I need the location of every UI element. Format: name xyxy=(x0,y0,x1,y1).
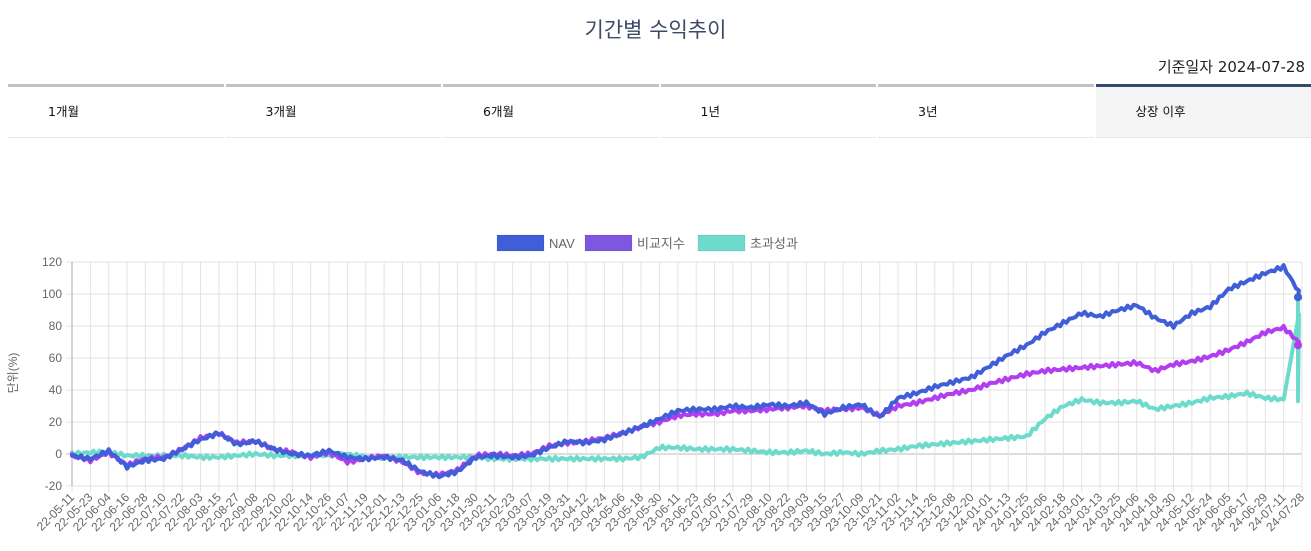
legend-item-benchmark[interactable]: 비교지수 xyxy=(584,234,685,252)
y-tick-label: 80 xyxy=(49,319,63,333)
tab-1-year[interactable]: 1년 xyxy=(660,84,876,138)
chart-series xyxy=(70,263,1302,480)
tab-3-years[interactable]: 3년 xyxy=(878,84,1094,138)
y-tick-label: 100 xyxy=(42,287,62,301)
base-date-value: 2024-07-28 xyxy=(1217,58,1305,76)
tab-6-months[interactable]: 6개월 xyxy=(443,84,659,138)
period-tabs: 1개월 3개월 6개월 1년 3년 상장 이후 xyxy=(8,84,1311,138)
legend-swatch xyxy=(697,234,746,252)
legend-item-excess[interactable]: 초과성과 xyxy=(697,234,798,252)
series-line-nav[interactable] xyxy=(70,263,1301,480)
y-axis-label: 단위(%) xyxy=(6,353,20,394)
legend-label: 비교지수 xyxy=(637,236,685,251)
tab-3-months[interactable]: 3개월 xyxy=(225,84,441,138)
y-tick-label: 20 xyxy=(49,415,63,429)
series-endpoint[interactable] xyxy=(1294,341,1302,350)
x-axis-ticks: 22-05-1122-05-2322-06-0422-06-1622-06-28… xyxy=(34,490,1307,534)
page-title: 기간별 수익추이 xyxy=(584,18,727,42)
base-date: 기준일자 2024-07-28 xyxy=(1158,56,1305,77)
return-trend-chart: -20 0 20 40 60 80 100 120 22-05-1122-05-2322-06… xyxy=(6,234,1307,534)
y-tick-label: 0 xyxy=(55,447,62,461)
base-date-label: 기준일자 xyxy=(1157,58,1214,76)
legend-label: NAV xyxy=(549,236,575,251)
legend-label: 초과성과 xyxy=(750,236,798,251)
chart-legend: NAV 비교지수 초과성과 xyxy=(496,234,798,252)
series-endpoint[interactable] xyxy=(1294,293,1302,302)
legend-swatch xyxy=(496,234,545,252)
tab-since-listing[interactable]: 상장 이후 xyxy=(1095,84,1311,138)
y-tick-label: -20 xyxy=(45,479,63,493)
y-tick-label: 40 xyxy=(49,383,63,397)
y-tick-label: 120 xyxy=(42,255,62,269)
tab-1-month[interactable]: 1개월 xyxy=(8,84,224,138)
y-axis-ticks: -20 0 20 40 60 80 100 120 xyxy=(42,255,62,493)
series-line-excess[interactable] xyxy=(70,295,1301,463)
y-tick-label: 60 xyxy=(49,351,63,365)
legend-swatch xyxy=(584,234,633,252)
legend-item-nav[interactable]: NAV xyxy=(496,234,575,252)
